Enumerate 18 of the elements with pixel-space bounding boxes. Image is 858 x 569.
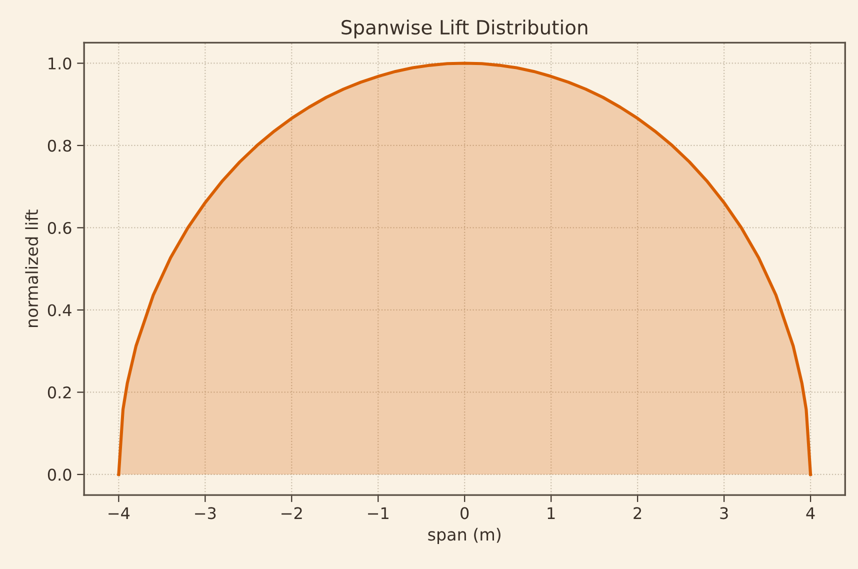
y-tick-label: 1.0 (48, 57, 72, 70)
x-tick-label: −1 (368, 507, 388, 519)
x-tick-label: 2 (634, 507, 642, 519)
x-tick-label: −4 (108, 507, 130, 519)
y-tick-label: 0.8 (48, 140, 72, 152)
x-tick-label: 0 (460, 507, 469, 520)
x-tick-label: 4 (806, 507, 815, 519)
x-tick-label: 1 (548, 507, 555, 519)
y-axis-title: normalized lift (25, 210, 38, 327)
chart-title: Spanwise Lift Distribution (342, 20, 588, 38)
y-tick-label: 0.6 (48, 222, 72, 234)
x-tick-label: 3 (720, 507, 728, 520)
y-tick-label: 0.4 (48, 304, 72, 316)
x-tick-label: −3 (195, 507, 216, 520)
x-axis-title: span (m) (428, 528, 500, 544)
y-tick-label: 0.0 (48, 468, 72, 481)
x-tick-label: −2 (282, 507, 302, 519)
y-tick-label: 0.2 (48, 386, 71, 399)
